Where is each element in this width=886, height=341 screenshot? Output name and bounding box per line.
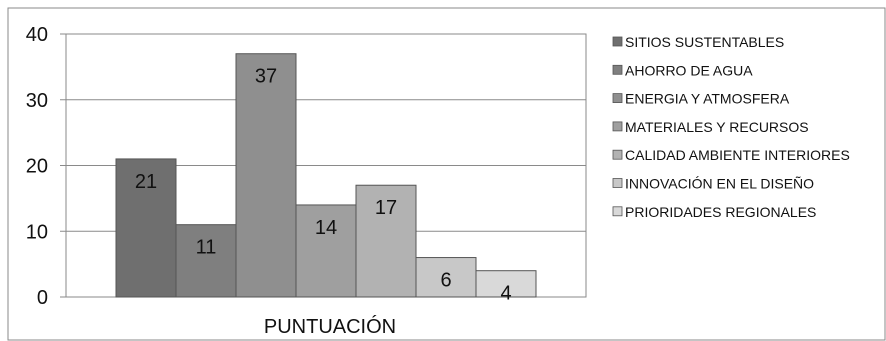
legend-swatch <box>612 64 623 75</box>
data-labels: 21 11 37 14 17 6 4 <box>135 66 512 305</box>
bar <box>295 204 357 298</box>
legend-swatch <box>612 206 623 217</box>
legend-swatch <box>612 93 623 103</box>
bar <box>235 53 297 298</box>
bar <box>475 270 537 298</box>
data-label: 17 <box>375 197 397 219</box>
y-tick-label: 0 <box>37 287 48 309</box>
y-tick-label: 10 <box>26 221 48 243</box>
legend-entry: AHORRO DE AGUA <box>625 62 753 78</box>
data-label: 21 <box>135 171 157 193</box>
legend-entry: CALIDAD AMBIENTE INTERIORES <box>625 147 850 163</box>
legend-entry: MATERIALES Y RECURSOS <box>625 119 809 135</box>
x-axis-title: PUNTUACIÓN <box>264 315 396 338</box>
legend-swatch <box>612 149 623 160</box>
data-label: 14 <box>315 217 337 239</box>
data-label: 4 <box>500 283 511 305</box>
bars <box>115 53 537 298</box>
legend-swatch <box>612 36 623 47</box>
data-label: 11 <box>196 237 217 259</box>
bar <box>355 184 417 298</box>
y-tick-label: 20 <box>26 156 48 178</box>
bar <box>115 158 177 298</box>
legend-swatch <box>612 178 623 188</box>
legend: SITIOS SUSTENTABLES AHORRO DE AGUA ENERGIA… <box>612 34 850 220</box>
legend-entry: ENERGIA Y ATMOSFERA <box>625 91 790 107</box>
data-label: 37 <box>255 66 277 88</box>
y-tick-label: 30 <box>26 90 48 112</box>
legend-entry: PRIORIDADES REGIONALES <box>625 204 816 220</box>
bar <box>175 224 237 298</box>
y-tick-label: 40 <box>26 24 48 46</box>
data-label: 6 <box>440 270 451 292</box>
legend-swatch <box>612 121 623 132</box>
legend-entry: INNOVACIÓN EN EL DISEÑO <box>625 176 814 192</box>
bar <box>415 257 477 298</box>
legend-entry: SITIOS SUSTENTABLES <box>625 34 784 50</box>
